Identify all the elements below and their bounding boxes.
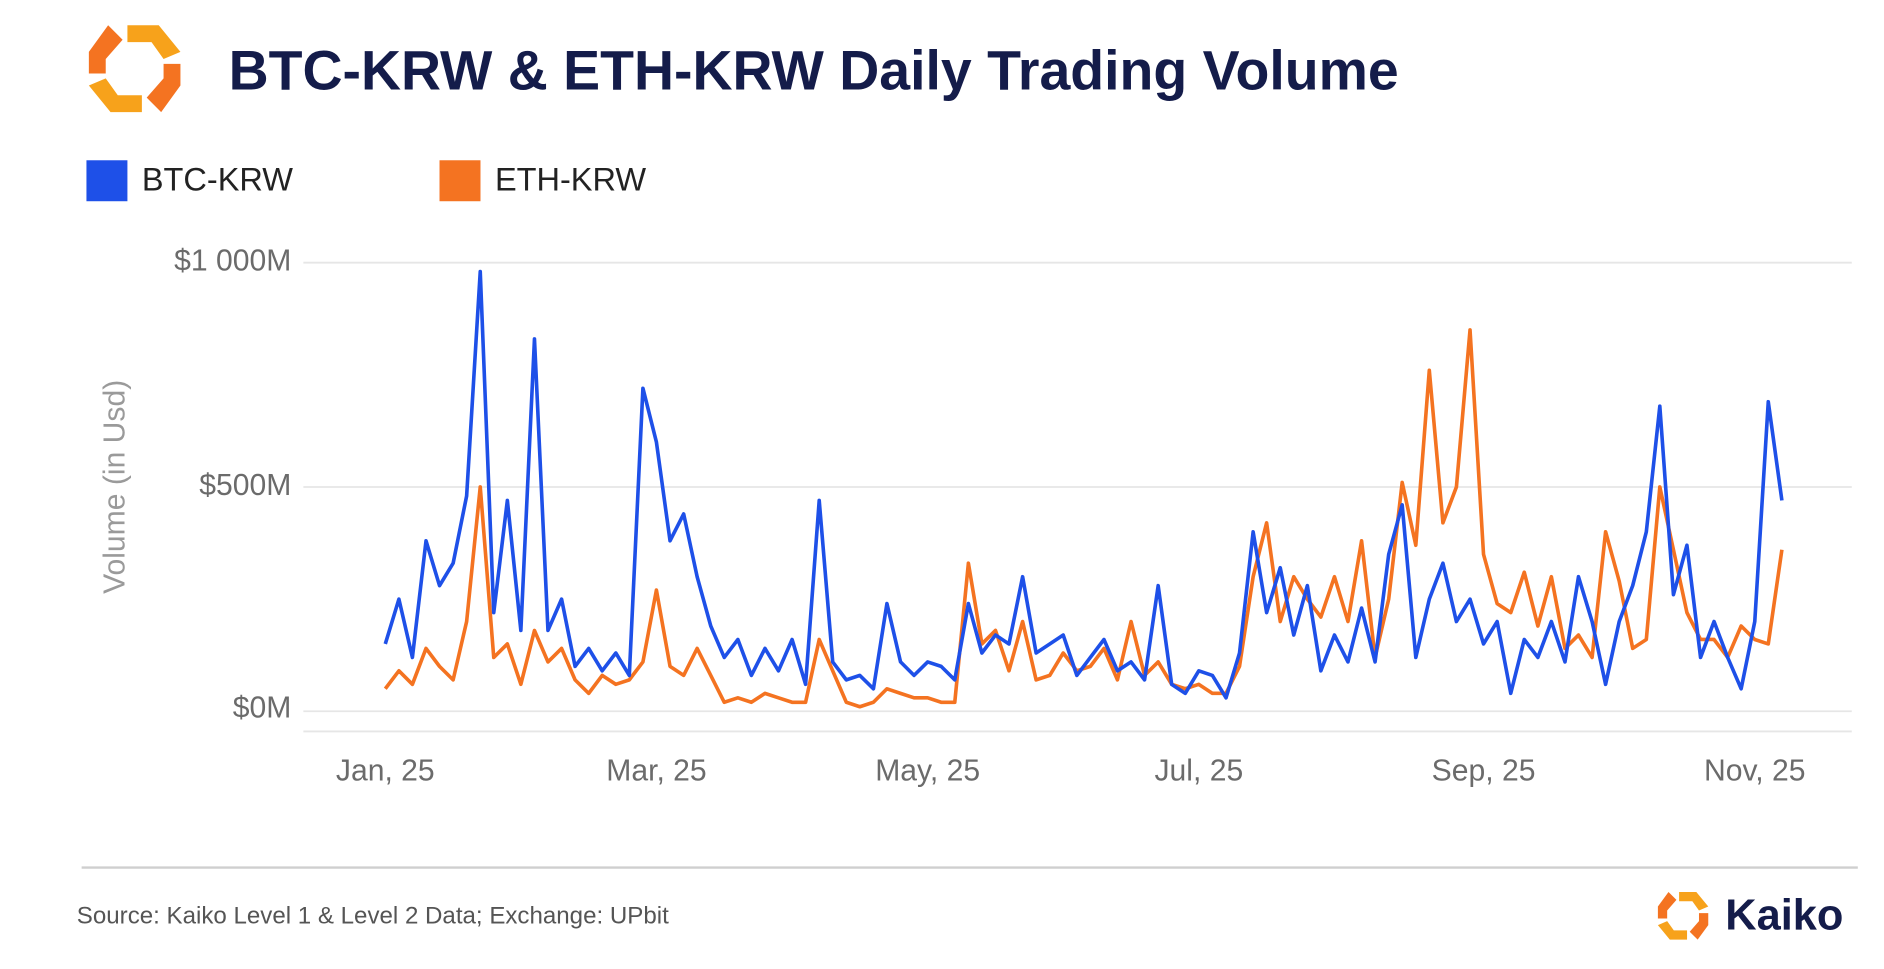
logo-part (1679, 891, 1709, 911)
x-tick-label: Jul, 25 (1154, 754, 1243, 787)
chart-title: BTC-KRW & ETH-KRW Daily Trading Volume (229, 39, 1399, 101)
source-note: Source: Kaiko Level 1 & Level 2 Data; Ex… (77, 902, 669, 929)
legend-label: ETH-KRW (495, 162, 646, 198)
y-axis-title: Volume (in Usd) (99, 380, 132, 594)
y-tick-label: $0M (233, 692, 292, 725)
x-tick-label: Jan, 25 (336, 754, 435, 787)
legend-swatch (86, 160, 128, 202)
logo-part (1657, 921, 1688, 940)
x-tick-label: May, 25 (875, 754, 980, 787)
y-tick-label: $500M (199, 469, 291, 502)
logo-part (1657, 891, 1677, 919)
logo-part (146, 63, 181, 113)
series-line (383, 269, 1784, 700)
legend-label: BTC-KRW (142, 162, 293, 198)
series-line (383, 328, 1784, 709)
legend-swatch (439, 160, 481, 202)
brand-name: Kaiko (1725, 892, 1843, 940)
x-tick-label: Nov, 25 (1704, 754, 1806, 787)
x-tick-label: Sep, 25 (1432, 754, 1536, 787)
logo-part (88, 78, 142, 113)
logo-part (88, 25, 123, 74)
x-tick-label: Mar, 25 (606, 754, 706, 787)
logo (88, 25, 181, 113)
y-tick-label: $1 000M (174, 245, 291, 278)
brand-logo (1657, 891, 1709, 940)
logo-part (127, 25, 181, 60)
logo-part (1689, 913, 1709, 940)
